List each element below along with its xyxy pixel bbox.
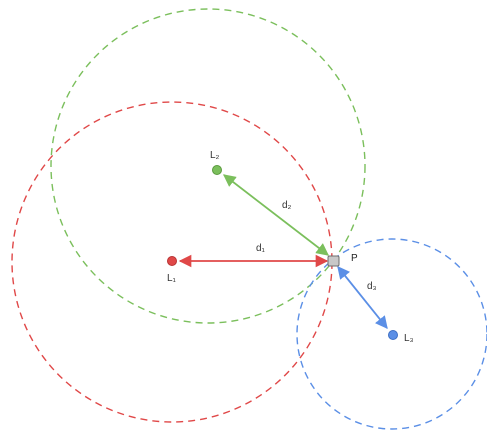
point-label: P (351, 253, 358, 264)
range-circle-3 (296, 238, 487, 430)
landmark-2-dot (212, 165, 222, 175)
distance-3-label: d₃ (367, 281, 377, 292)
landmark-2-label: L₂ (210, 150, 220, 161)
range-circle-2 (50, 8, 366, 324)
landmark-1-label: L₁ (167, 273, 177, 284)
estimated-point-marker (327, 255, 340, 267)
distance-2-label: d₂ (282, 200, 292, 211)
landmark-1-dot (167, 256, 177, 266)
landmark-3-label: L₃ (404, 333, 414, 344)
distance-arrow-3 (337, 266, 388, 329)
landmark-3-dot (388, 330, 398, 340)
distance-1-label: d₁ (256, 243, 266, 254)
distance-arrow-2 (223, 174, 329, 256)
